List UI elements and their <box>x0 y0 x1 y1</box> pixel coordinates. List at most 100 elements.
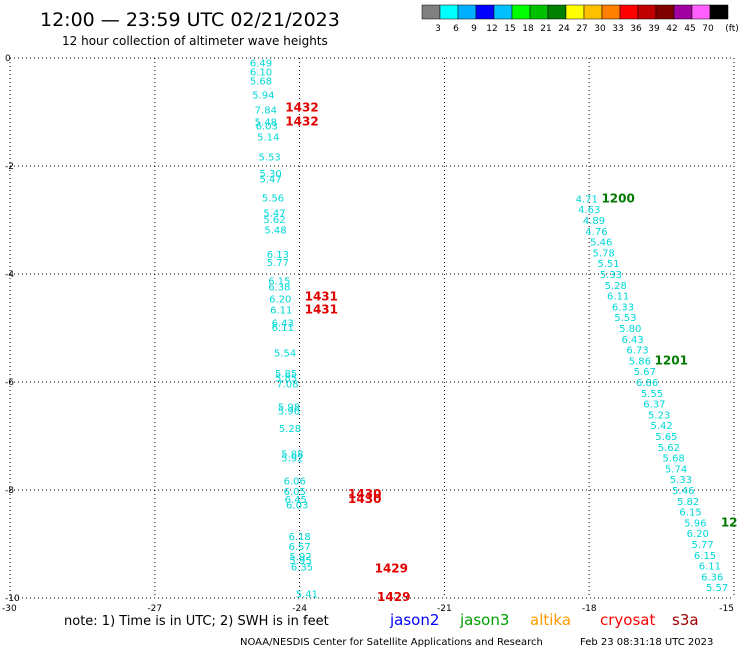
y-tick-label: 0 <box>5 54 11 64</box>
pass-time-label: 1430 <box>348 487 381 501</box>
color-scale-label: 45 <box>684 24 695 34</box>
color-scale-swatch <box>511 4 531 20</box>
wave-height-value: 5.92 <box>289 552 311 563</box>
wave-height-value: 5.33 <box>600 270 622 281</box>
wave-height-value: 5.92 <box>281 454 303 465</box>
x-tick-label: -18 <box>582 604 597 614</box>
y-tick-label: -2 <box>5 162 14 172</box>
satellite-legend-entry: jason3 <box>459 611 509 629</box>
wave-height-value: 6.43 <box>622 335 644 346</box>
wave-height-value: 6.86 <box>636 378 658 389</box>
color-scale-swatch <box>547 4 567 20</box>
color-scale-label: 24 <box>558 24 570 34</box>
color-scale-swatch <box>565 4 585 20</box>
wave-height-value: 6.49 <box>250 58 272 69</box>
pass-time-label: 1201 <box>655 353 688 367</box>
wave-height-value: 5.53 <box>614 313 636 324</box>
wave-height-value: 5.51 <box>597 259 619 270</box>
color-scale-swatch <box>655 4 675 20</box>
wave-height-value: 6.05 <box>284 487 306 498</box>
wave-height-value: 5.23 <box>648 410 670 421</box>
pass-time-label: 1429 <box>377 590 410 604</box>
wave-height-value: 5.56 <box>262 193 284 204</box>
wave-height-value: 5.46 <box>590 238 612 249</box>
color-scale-swatch <box>457 4 477 20</box>
wave-height-value: 5.68 <box>663 454 685 465</box>
wave-height-value: 5.96 <box>684 518 706 529</box>
color-scale-label: 18 <box>522 24 534 34</box>
color-scale-label: 21 <box>540 24 551 34</box>
wave-height-value: 4.63 <box>578 205 600 216</box>
wave-height-value: 6.11 <box>272 323 294 334</box>
wave-height-value: 6.45 <box>285 495 307 506</box>
pass-time-label: 1430 <box>348 492 381 506</box>
wave-height-value: 6.03 <box>286 501 308 512</box>
color-scale-label: 30 <box>594 24 606 34</box>
wave-height-value: 7.84 <box>255 105 277 116</box>
wave-height-value: 6.43 <box>272 319 294 330</box>
wave-height-value: 5.14 <box>257 132 279 143</box>
color-scale-swatch <box>583 4 603 20</box>
wave-height-value: 5.96 <box>278 407 300 418</box>
satellite-legend: jason2 jason3 altika cryosat s3a <box>389 611 699 629</box>
wave-height-value: 5.30 <box>260 169 282 180</box>
pass-time-label: 1429 <box>375 561 408 575</box>
color-scale-label: 12 <box>486 24 497 34</box>
wave-height-value: 5.65 <box>655 432 677 443</box>
pass-time-label: 1432 <box>285 115 318 129</box>
wave-height-value: 6.15 <box>679 508 701 519</box>
wave-height-value: 5.94 <box>252 91 274 102</box>
y-tick-label: -10 <box>5 594 20 604</box>
wave-height-value: 6.36 <box>701 572 723 583</box>
wave-height-value: 5.86 <box>629 356 651 367</box>
color-scale-swatch <box>691 4 711 20</box>
wave-height-value: 5.85 <box>275 369 297 380</box>
pass-time-label: 1431 <box>305 303 338 317</box>
wave-height-value: 5.62 <box>263 215 285 226</box>
wave-height-value: 5.57 <box>706 583 728 594</box>
wave-height-value: 7.08 <box>276 380 298 391</box>
chart-title: 12:00 — 23:59 UTC 02/21/2023 <box>40 9 340 31</box>
wave-height-value: 5.62 <box>658 443 680 454</box>
satellite-legend-entry: altika <box>530 611 571 629</box>
wave-height-value: 4.76 <box>585 227 607 238</box>
chart-subtitle: 12 hour collection of altimeter wave hei… <box>62 34 328 48</box>
wave-height-value: 4.71 <box>576 194 598 205</box>
wave-height-value: 6.11 <box>607 292 629 303</box>
wave-height-value: 6.11 <box>699 562 721 573</box>
satellite-legend-entry: s3a <box>672 611 699 629</box>
x-tick-label: -24 <box>292 604 307 614</box>
wave-height-value: 5.28 <box>605 281 627 292</box>
color-scale-swatch <box>619 4 639 20</box>
wave-height-value: 6.15 <box>694 551 716 562</box>
wave-height-value: 5.46 <box>672 486 694 497</box>
wave-height-value: 6.35 <box>291 563 313 574</box>
color-scale-label: 70 <box>702 24 714 34</box>
wave-height-value: 6.73 <box>626 346 648 357</box>
color-scale-label: 3 <box>435 24 441 34</box>
color-scale-swatch <box>439 4 459 20</box>
color-scale-label: 33 <box>612 24 623 34</box>
plot-area: -30 -27 -24 -21 -18 -150-2-4-6-8-106.496.105.… <box>2 54 738 614</box>
footer-note: note: 1) Time is in UTC; 2) SWH is in fe… <box>64 614 329 629</box>
satellite-legend-entry: cryosat <box>600 611 655 629</box>
wave-height-value: 5.77 <box>267 258 289 269</box>
wave-height-value: 5.82 <box>677 497 699 508</box>
wave-height-value: 6.06 <box>284 476 306 487</box>
wave-height-value: 6.20 <box>269 294 291 305</box>
wave-height-value: 6.38 <box>268 282 290 293</box>
wave-height-value: 5.80 <box>619 324 641 335</box>
wave-height-value: 6.13 <box>267 250 289 261</box>
y-tick-label: -4 <box>5 270 14 280</box>
wave-height-value: 5.41 <box>296 590 318 601</box>
color-scale-label: 39 <box>648 24 660 34</box>
wave-height-value: 5.74 <box>665 464 687 475</box>
wave-height-value: 5.95 <box>289 556 311 567</box>
footer-credit: NOAA/NESDIS Center for Satellite Applica… <box>240 637 543 648</box>
wave-height-value: 6.11 <box>270 306 292 317</box>
satellite-legend-entry: jason2 <box>389 611 439 629</box>
wave-height-value: 5.54 <box>274 348 296 359</box>
x-tick-label: -15 <box>719 604 734 614</box>
color-scale-swatch <box>493 4 513 20</box>
